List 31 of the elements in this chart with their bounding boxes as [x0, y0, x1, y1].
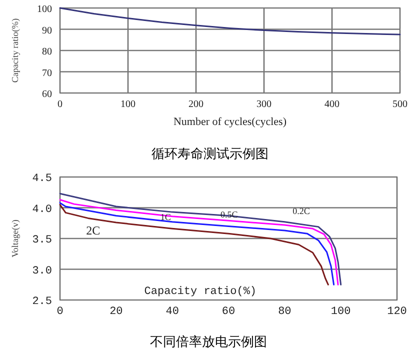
x-tick-label: 200 [188, 99, 204, 110]
x-tick-label: 400 [324, 99, 340, 110]
x-tick-label: 100 [330, 306, 351, 318]
text: 不同倍率放电示例图 [150, 334, 267, 349]
series-label: 0.2C [292, 206, 310, 216]
y-tick-label: 80 [42, 46, 52, 58]
y-tick-label: 3.5 [32, 234, 52, 246]
x-tick-label: 120 [387, 306, 407, 318]
y-tick-label: 60 [42, 89, 52, 100]
x-tick-label: 500 [392, 99, 408, 110]
text: 循环寿命测试示例图 [152, 146, 268, 161]
x-tick-label: 20 [110, 306, 123, 318]
y-tick-label: 90 [42, 25, 52, 36]
x-tick-label: 60 [222, 306, 236, 318]
x-tick-label: 100 [120, 99, 136, 110]
y-tick-label: 4.0 [32, 204, 52, 216]
y-tick-label: 100 [37, 4, 52, 15]
x-axis-title: Number of cycles(cycles) [173, 116, 287, 128]
y-tick-label: 4.5 [32, 173, 52, 185]
x-tick-label: 0 [56, 306, 64, 318]
x-axis-title: Capacity ratio(%) [144, 286, 257, 298]
y-axis-title: Capacity ratio(%) [10, 18, 20, 83]
x-tick-label: 40 [166, 306, 179, 318]
x-tick-label: 0 [58, 99, 62, 110]
y-tick-label: 3.0 [32, 265, 52, 278]
y-tick-label: 70 [42, 68, 52, 79]
y-axis-title: Voltage(v) [10, 220, 20, 258]
x-tick-label: 80 [278, 306, 292, 318]
series-label: 2C [86, 224, 100, 238]
y-tick-label: 2.5 [32, 296, 52, 308]
x-tick-label: 300 [256, 99, 272, 110]
